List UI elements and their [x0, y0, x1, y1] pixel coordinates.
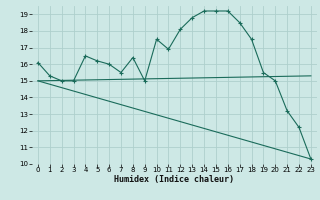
X-axis label: Humidex (Indice chaleur): Humidex (Indice chaleur)	[115, 175, 234, 184]
